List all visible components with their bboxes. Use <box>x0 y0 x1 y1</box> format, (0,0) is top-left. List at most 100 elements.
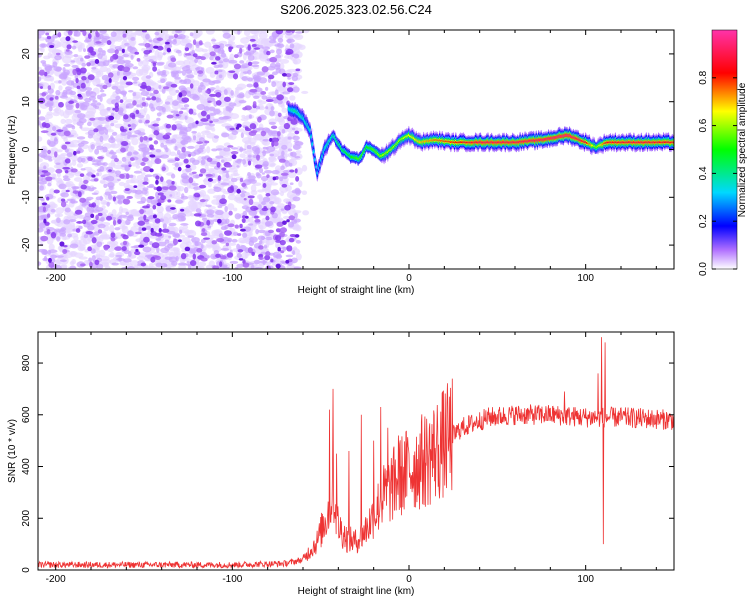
noise-peak-strong <box>133 185 138 189</box>
noise-peak <box>216 161 221 168</box>
noise-peak <box>41 121 47 128</box>
noise-blob <box>205 204 212 208</box>
noise-speckle <box>293 34 301 38</box>
noise-blob <box>248 114 252 119</box>
noise-peak <box>122 198 131 205</box>
noise-speckle <box>289 95 296 101</box>
noise-speckle <box>162 30 169 35</box>
noise-blob <box>145 75 152 79</box>
noise-blob <box>87 133 93 139</box>
noise-peak <box>256 154 260 161</box>
noise-blob <box>74 109 81 114</box>
noise-blob <box>156 61 165 65</box>
noise-blob <box>289 182 294 186</box>
noise-blob <box>236 94 245 99</box>
noise-blob <box>157 241 167 247</box>
noise-blob <box>141 147 150 153</box>
noise-blob <box>88 95 96 101</box>
noise-speckle <box>80 42 85 50</box>
noise-blob <box>186 74 195 79</box>
noise-speckle <box>111 209 117 216</box>
noise-peak <box>206 157 213 163</box>
spectral-ridge <box>287 100 674 182</box>
noise-speckle <box>278 33 284 39</box>
noise-blob <box>101 74 110 81</box>
noise-peak-strong <box>138 244 145 248</box>
noise-peak <box>155 175 160 180</box>
noise-peak <box>286 245 293 252</box>
noise-peak <box>161 166 166 172</box>
noise-speckle <box>78 204 83 210</box>
noise-blob <box>42 148 46 153</box>
noise-peak-strong <box>207 178 213 182</box>
noise-blob <box>194 58 199 64</box>
noise-peak <box>230 185 234 191</box>
noise-speckle <box>60 263 68 269</box>
noise-speckle <box>168 191 173 196</box>
noise-peak <box>75 77 79 84</box>
noise-blob <box>292 250 296 256</box>
noise-blob <box>134 129 142 135</box>
noise-speckle <box>295 150 302 154</box>
noise-peak <box>174 157 179 160</box>
noise-blob <box>76 121 84 127</box>
noise-peak <box>119 99 124 104</box>
noise-blob <box>48 106 53 112</box>
noise-peak <box>228 210 233 216</box>
noise-speckle <box>274 197 280 205</box>
noise-blob <box>246 83 253 88</box>
noise-peak <box>197 70 204 75</box>
noise-peak <box>249 88 258 93</box>
noise-peak <box>254 218 261 223</box>
noise-speckle <box>169 247 179 252</box>
noise-blob <box>164 44 173 49</box>
noise-peak <box>227 145 234 148</box>
noise-peak <box>106 40 112 46</box>
noise-peak <box>237 233 242 236</box>
noise-peak <box>285 51 292 55</box>
noise-peak <box>95 30 99 36</box>
noise-speckle <box>49 75 55 82</box>
noise-speckle <box>156 205 164 214</box>
noise-blob <box>220 182 230 186</box>
noise-blob <box>174 199 184 204</box>
noise-speckle <box>230 173 240 177</box>
noise-blob <box>55 89 61 96</box>
noise-peak-strong <box>155 179 159 185</box>
noise-blob <box>96 145 104 151</box>
noise-blob <box>287 148 293 152</box>
noise-blob <box>110 122 115 127</box>
noise-blob <box>91 67 97 70</box>
noise-speckle <box>209 72 216 78</box>
noise-peak <box>200 118 209 122</box>
noise-speckle <box>245 130 250 136</box>
noise-speckle <box>55 207 64 214</box>
noise-blob <box>39 185 44 191</box>
noise-peak <box>188 177 194 184</box>
noise-blob <box>145 225 152 230</box>
noise-peak <box>251 251 255 256</box>
noise-speckle <box>43 55 51 60</box>
noise-peak-strong <box>91 174 96 178</box>
noise-speckle <box>257 189 265 193</box>
noise-blob <box>179 229 183 234</box>
noise-blob <box>148 103 154 109</box>
noise-peak <box>64 170 69 174</box>
noise-blob <box>221 132 230 138</box>
noise-blob <box>175 49 182 54</box>
noise-speckle <box>57 179 64 184</box>
noise-speckle <box>197 261 207 267</box>
noise-blob <box>291 127 296 131</box>
noise-blob <box>192 135 197 141</box>
noise-blob <box>121 157 127 163</box>
noise-speckle <box>113 164 124 170</box>
noise-blob <box>255 106 261 110</box>
noise-peak <box>154 218 161 224</box>
noise-blob <box>144 221 150 225</box>
noise-blob <box>253 259 261 265</box>
noise-peak <box>134 51 140 55</box>
noise-blob <box>174 123 183 130</box>
noise-peak <box>243 198 247 201</box>
noise-peak <box>168 185 177 191</box>
noise-blob <box>287 136 292 140</box>
